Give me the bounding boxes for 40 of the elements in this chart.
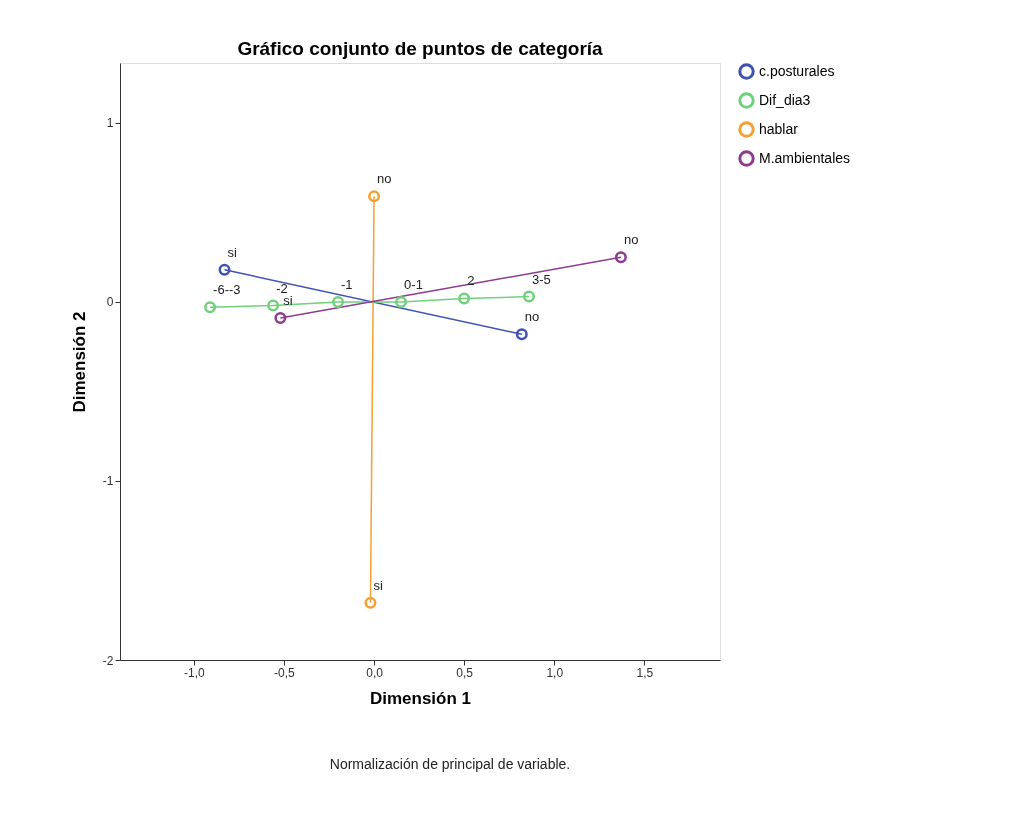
point bbox=[332, 296, 345, 308]
point bbox=[515, 328, 528, 341]
legend-label: hablar bbox=[759, 120, 799, 137]
annotation: -6--3 bbox=[213, 282, 241, 298]
x-tick-label: 1,0 bbox=[546, 665, 564, 680]
legend-label: Dif_dia3 bbox=[759, 91, 811, 108]
point bbox=[614, 251, 627, 264]
annotation: si bbox=[227, 244, 237, 260]
x-tick-label: -1,0 bbox=[184, 665, 206, 680]
x-axis-title: Dimensión 1 bbox=[369, 688, 472, 708]
annotation: no bbox=[623, 232, 639, 248]
legend-label: c.posturales bbox=[759, 62, 835, 79]
annotation: 3-5 bbox=[532, 271, 551, 287]
legend-label: M.ambientales bbox=[759, 149, 851, 166]
point bbox=[218, 263, 231, 276]
x-tick-label: 0,0 bbox=[366, 665, 384, 680]
y-tick-label: 0 bbox=[106, 295, 114, 310]
point bbox=[204, 301, 217, 314]
annotation: -2 bbox=[276, 280, 288, 296]
point bbox=[274, 312, 287, 325]
annotation: no bbox=[377, 171, 392, 187]
y-axis-title: Dimensión 2 bbox=[69, 311, 89, 413]
x-tick-label: 0,5 bbox=[456, 665, 474, 680]
y-tick-label: 1 bbox=[106, 116, 114, 131]
text: Normalización de principal de variable. bbox=[329, 756, 571, 772]
annotation: -1 bbox=[341, 276, 353, 292]
point bbox=[364, 596, 377, 609]
y-tick-label: -2 bbox=[102, 653, 114, 668]
x-tick-label: -0,5 bbox=[274, 665, 296, 680]
chart-title: Gráfico conjunto de puntos de categoría bbox=[237, 38, 604, 59]
annotation: 0-1 bbox=[404, 276, 423, 292]
point bbox=[395, 296, 408, 308]
annotation: si bbox=[373, 577, 383, 593]
point bbox=[458, 292, 471, 305]
x-tick-label: 1,5 bbox=[636, 665, 654, 680]
point bbox=[523, 290, 535, 303]
point bbox=[267, 299, 280, 312]
point bbox=[368, 190, 381, 203]
annotation: no bbox=[524, 309, 540, 325]
y-tick-label: -1 bbox=[102, 474, 114, 489]
